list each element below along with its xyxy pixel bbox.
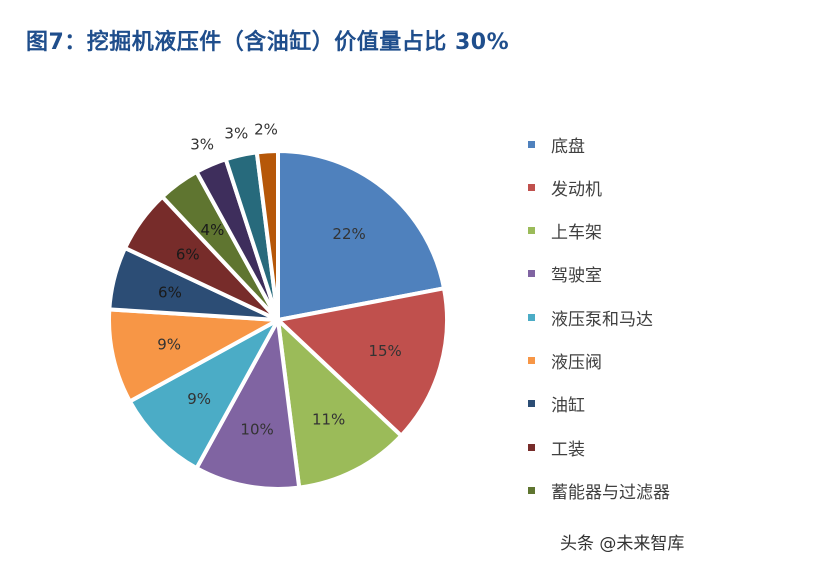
pie-slice-label: 10% <box>240 421 273 439</box>
legend-item: 蓄能器与过滤器 <box>528 479 670 503</box>
legend-swatch <box>528 183 535 191</box>
legend-item: 驾驶室 <box>528 263 602 287</box>
pie-slice <box>276 286 450 438</box>
pie-slice <box>254 148 280 322</box>
legend-item: 油缸 <box>528 393 585 417</box>
legend-swatch <box>528 140 535 148</box>
legend-item: 液压阀 <box>528 350 602 373</box>
legend-label: 蓄能器与过滤器 <box>551 482 670 503</box>
legend-label: 油缸 <box>551 396 585 417</box>
legend-label: 发动机 <box>551 179 602 200</box>
pie-slice-label: 6% <box>158 283 182 301</box>
legend-swatch <box>528 443 535 451</box>
legend-label: 驾驶室 <box>551 266 602 287</box>
legend-swatch <box>528 400 535 408</box>
legend-swatch <box>528 227 535 235</box>
pie-slice-label: 15% <box>368 342 401 360</box>
legend-label: 液压泵和马达 <box>551 309 653 330</box>
pie-slice-label: 3% <box>224 125 248 143</box>
pie-slice <box>194 318 302 492</box>
pie-slice-label: 9% <box>157 335 181 353</box>
legend-label: 液压阀 <box>551 353 602 373</box>
watermark-text: 头条 @未来智库 <box>560 534 685 554</box>
pie-slice-label: 9% <box>187 390 211 408</box>
legend-label: 底盘 <box>551 136 585 157</box>
legend-swatch <box>528 357 535 364</box>
legend-swatch <box>528 313 535 321</box>
pie-slice <box>276 318 404 490</box>
legend-item: 液压泵和马达 <box>528 306 653 330</box>
legend-item: 底盘 <box>528 133 585 157</box>
pie-slice <box>276 149 447 322</box>
pie-slice-label: 22% <box>332 225 365 243</box>
pie-slice-label: 6% <box>176 245 200 263</box>
pie-slice-label: 4% <box>201 221 225 239</box>
legend-item: 上车架 <box>528 220 602 244</box>
legend-item: 发动机 <box>528 176 602 200</box>
pie-slice-label: 2% <box>254 120 278 138</box>
legend-label: 上车架 <box>551 223 602 244</box>
legend-item: 工装 <box>528 436 585 460</box>
pie-slice-label: 11% <box>312 410 345 428</box>
legend-swatch <box>528 270 535 278</box>
chart-title: 图7：挖掘机液压件（含油缸）价值量占比 30% <box>26 30 510 55</box>
pie-slice-label: 3% <box>190 136 214 154</box>
legend-swatch <box>528 486 535 494</box>
legend-label: 工装 <box>551 439 585 460</box>
